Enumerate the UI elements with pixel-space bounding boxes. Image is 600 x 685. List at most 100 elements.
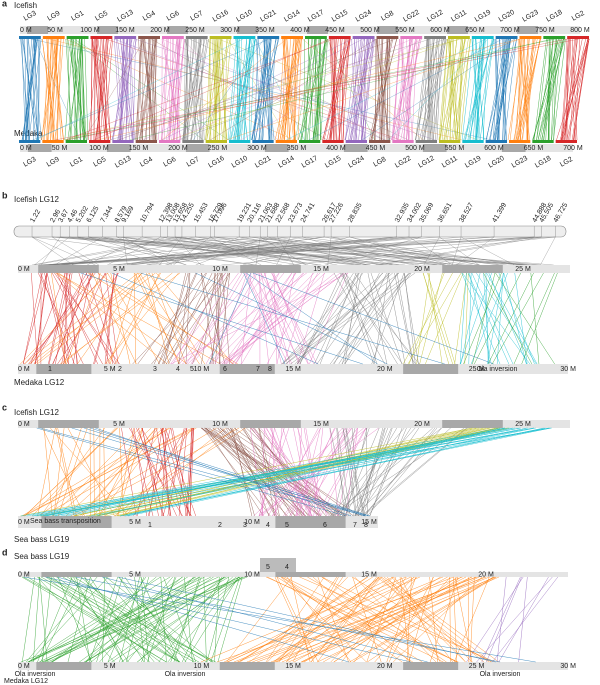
scale-label: 500 M [405, 145, 425, 152]
synteny-link [216, 576, 463, 663]
synteny-link [230, 427, 255, 517]
chromosome-block [352, 36, 375, 39]
synteny-link [342, 272, 398, 365]
synteny-link [244, 38, 247, 141]
synteny-link [429, 38, 444, 141]
synteny-link [34, 272, 143, 365]
synteny-link [65, 427, 164, 517]
synteny-link [94, 38, 100, 141]
panel-label: d [2, 547, 8, 557]
synteny-link [56, 38, 58, 141]
synteny-link [316, 272, 383, 365]
synteny-link [52, 427, 140, 517]
scale-label: 20 M [478, 571, 494, 578]
synteny-link [492, 38, 517, 141]
synteny-link [342, 272, 375, 365]
synteny-link [338, 272, 398, 365]
synteny-link [351, 38, 356, 141]
synteny-link [203, 427, 301, 517]
synteny-link [61, 272, 84, 365]
synteny-link [32, 427, 522, 517]
synteny-link [205, 38, 211, 141]
synteny-link [255, 236, 261, 266]
synteny-link [85, 576, 229, 663]
synteny-link [392, 576, 483, 663]
synteny-link [85, 576, 214, 663]
chromosome-label: LG16 [212, 9, 230, 24]
synteny-link [225, 272, 345, 365]
chromosome-label: LG6 [166, 10, 181, 23]
synteny-link [168, 272, 213, 365]
synteny-link [313, 427, 324, 517]
synteny-link [129, 38, 133, 141]
chromosome-block [252, 140, 274, 143]
synteny-link [24, 38, 27, 141]
scale-block [240, 420, 301, 428]
chromosome-block [42, 36, 65, 39]
chromosome-block [112, 140, 134, 143]
synteny-link [281, 272, 384, 365]
synteny-link [162, 427, 190, 517]
synteny-link [453, 576, 490, 663]
synteny-link [249, 576, 367, 663]
synteny-link [333, 272, 380, 365]
scale-label: 0 M [18, 519, 30, 526]
synteny-link [91, 272, 137, 365]
synteny-link [210, 236, 262, 266]
synteny-link [41, 236, 61, 266]
synteny-link [73, 38, 81, 141]
synteny-link [187, 272, 280, 365]
synteny-link [157, 38, 170, 141]
synteny-link [295, 38, 316, 141]
synteny-link [336, 427, 358, 517]
synteny-link [329, 427, 339, 517]
synteny-link [51, 38, 64, 141]
synteny-link [354, 576, 417, 663]
synteny-link [96, 427, 505, 517]
synteny-link [474, 272, 521, 365]
synteny-link [305, 38, 310, 141]
synteny-link [63, 272, 106, 365]
segment-label: 2 [118, 366, 122, 373]
synteny-link [396, 272, 414, 365]
synteny-link [222, 38, 231, 141]
synteny-link [142, 427, 159, 517]
synteny-link [547, 38, 554, 141]
synteny-link [431, 38, 435, 141]
chromosome-block [392, 140, 414, 143]
synteny-link [283, 272, 313, 365]
synteny-link [41, 576, 52, 663]
segment-label: 4 [176, 366, 180, 373]
synteny-link [23, 576, 536, 663]
chromosome-label: LG19 [464, 155, 482, 170]
synteny-link [459, 272, 467, 365]
synteny-link [84, 427, 365, 517]
synteny-link [28, 576, 161, 663]
synteny-link [365, 427, 368, 517]
synteny-link [320, 427, 367, 517]
synteny-link [375, 236, 535, 266]
chromosome-label: LG1 [69, 156, 84, 169]
synteny-link [169, 38, 178, 141]
synteny-link [419, 38, 444, 141]
synteny-link [120, 427, 551, 517]
synteny-link [85, 576, 183, 663]
synteny-link [468, 272, 472, 365]
species-label: Sea bass LG19 [14, 535, 70, 544]
synteny-link [32, 427, 515, 517]
synteny-link [513, 272, 555, 365]
synteny-link [252, 576, 477, 663]
chromosome-label: LG2 [559, 156, 574, 169]
scale-label: 15 M [361, 571, 377, 578]
synteny-link [495, 38, 500, 141]
chromosome-block [205, 140, 227, 143]
synteny-link [486, 576, 522, 663]
synteny-link [302, 236, 393, 266]
synteny-link [239, 236, 384, 266]
synteny-link [331, 236, 521, 266]
segment-label: 3 [243, 522, 247, 529]
synteny-link [55, 427, 75, 517]
chromosome-label: LG14 [283, 9, 301, 24]
synteny-link [215, 38, 218, 141]
synteny-link [56, 272, 221, 365]
